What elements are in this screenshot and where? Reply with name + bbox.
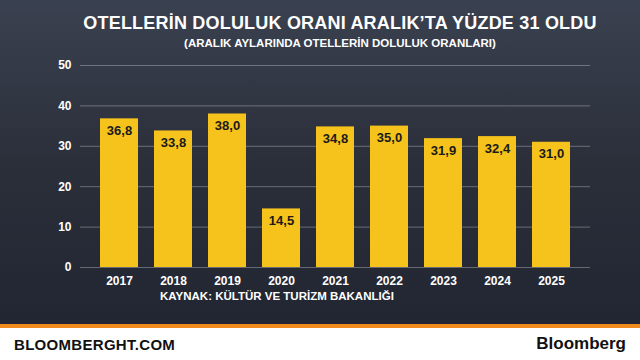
svg-text:40: 40 bbox=[58, 99, 72, 113]
html-text:OTELLERİN DOLULUK ORANI ARALIK: OTELLERİN DOLULUK ORANI ARALIK’TA YÜZDE … bbox=[83, 13, 597, 33]
svg-text:14,5: 14,5 bbox=[269, 213, 294, 228]
svg-text:2022: 2022 bbox=[376, 274, 403, 288]
svg-text:2017: 2017 bbox=[106, 274, 133, 288]
html-text:BLOOMBERGHT.COM: BLOOMBERGHT.COM bbox=[14, 335, 176, 353]
svg-text:31,0: 31,0 bbox=[539, 146, 564, 161]
svg-text:38,0: 38,0 bbox=[215, 118, 240, 133]
svg-text:32,4: 32,4 bbox=[485, 141, 511, 156]
svg-text:2018: 2018 bbox=[160, 274, 187, 288]
svg-text:2021: 2021 bbox=[322, 274, 349, 288]
svg-text:50: 50 bbox=[58, 58, 72, 72]
html-text:Bloomberg: Bloomberg bbox=[536, 334, 626, 353]
html-text:KAYNAK: KÜLTÜR VE TURİZM BAKAN: KAYNAK: KÜLTÜR VE TURİZM BAKANLIĞI bbox=[160, 290, 394, 302]
svg-text:0: 0 bbox=[65, 260, 72, 274]
svg-text:31,9: 31,9 bbox=[431, 143, 456, 158]
svg-text:20: 20 bbox=[58, 180, 72, 194]
svg-text:10: 10 bbox=[58, 220, 72, 234]
svg-text:35,0: 35,0 bbox=[377, 130, 402, 145]
svg-text:2019: 2019 bbox=[214, 274, 241, 288]
svg-text:2023: 2023 bbox=[430, 274, 457, 288]
html-text:(ARALIK AYLARINDA OTELLERİN DO: (ARALIK AYLARINDA OTELLERİN DOLULUK ORAN… bbox=[184, 37, 496, 49]
svg-text:2025: 2025 bbox=[538, 274, 565, 288]
svg-text:30: 30 bbox=[58, 139, 72, 153]
svg-text:2024: 2024 bbox=[484, 274, 511, 288]
svg-text:34,8: 34,8 bbox=[323, 131, 348, 146]
svg-text:33,8: 33,8 bbox=[161, 135, 186, 150]
svg-text:2020: 2020 bbox=[268, 274, 295, 288]
svg-text:36,8: 36,8 bbox=[107, 123, 132, 138]
